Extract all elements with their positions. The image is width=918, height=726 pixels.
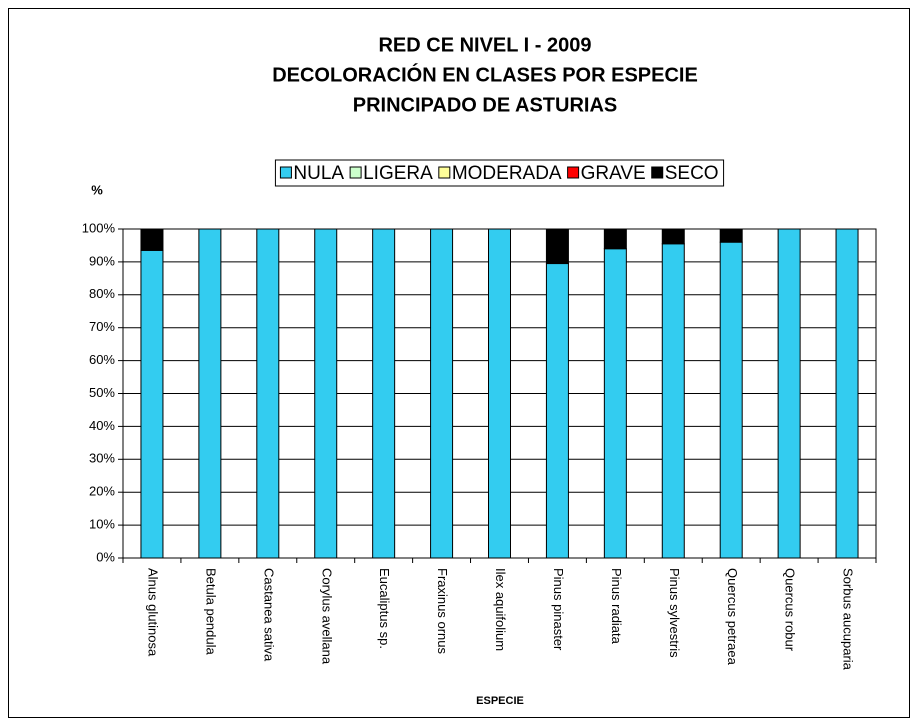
x-tick-label: Pinus sylvestris: [667, 568, 682, 658]
bar-segment: [314, 228, 338, 559]
legend-swatch: [349, 166, 362, 179]
y-axis-label: %: [91, 182, 103, 197]
y-tick-label: 0%: [96, 549, 115, 564]
y-tick-label: 70%: [89, 319, 115, 334]
x-tick-label: Betula pendula: [203, 568, 218, 656]
bar-segment: [835, 228, 859, 559]
legend: NULA LIGERA MODERADA GRAVE SECO: [274, 159, 725, 187]
bar-segment: [256, 228, 280, 559]
bar-segment: [777, 228, 801, 559]
y-tick-label: 80%: [89, 286, 115, 301]
y-tick-label: 100%: [82, 220, 116, 235]
chart-title: PRINCIPADO DE ASTURIAS: [353, 94, 617, 116]
legend-label: GRAVE: [581, 163, 646, 184]
bar-segment: [430, 228, 454, 559]
legend-swatch: [438, 166, 451, 179]
x-tick-label: Pinus pinaster: [551, 568, 566, 651]
y-tick-label: 90%: [89, 253, 115, 268]
y-tick-label: 50%: [89, 385, 115, 400]
legend-swatch: [567, 166, 580, 179]
x-tick-label: Pinus radiata: [609, 568, 624, 645]
y-tick-label: 40%: [89, 418, 115, 433]
bar-segment: [545, 263, 569, 559]
bar-segment: [719, 228, 743, 243]
x-tick-label: Quercus petraea: [725, 568, 740, 666]
bar-segment: [603, 248, 627, 559]
x-tick-label: Eucaliptus sp.: [377, 568, 392, 649]
x-tick-label: Sorbus aucuparia: [841, 568, 856, 671]
bar-segment: [661, 228, 685, 245]
bar-segment: [545, 228, 569, 265]
legend-label: SECO: [665, 163, 719, 184]
x-tick-label: Corylus avellana: [319, 568, 334, 665]
bar-segment: [140, 249, 164, 559]
x-tick-label: Quercus robur: [783, 568, 798, 652]
bar-segment: [661, 243, 685, 559]
bar-segment: [372, 228, 396, 559]
legend-swatch: [651, 166, 664, 179]
bar-segment: [603, 228, 627, 250]
legend-swatch: [279, 166, 292, 179]
legend-label: MODERADA: [452, 163, 562, 184]
y-tick-label: 30%: [89, 451, 115, 466]
bar-segment: [198, 228, 222, 559]
chart-title: RED CE NIVEL I - 2009: [378, 34, 591, 56]
x-tick-label: Ilex aquifolium: [493, 568, 508, 651]
bar-segment: [140, 228, 164, 251]
y-tick-label: 20%: [89, 484, 115, 499]
x-axis-label: ESPECIE: [476, 695, 524, 707]
bar-segment: [719, 241, 743, 559]
y-tick-label: 60%: [89, 352, 115, 367]
legend-label: NULA: [293, 163, 344, 184]
x-tick-label: Castanea sativa: [261, 568, 276, 662]
x-tick-label: Alnus glutinosa: [146, 568, 161, 657]
bar-segment: [488, 228, 511, 559]
legend-label: LIGERA: [363, 163, 433, 184]
chart-title: DECOLORACIÓN EN CLASES POR ESPECIE: [272, 62, 698, 86]
plot-border: [122, 228, 877, 559]
x-tick-label: Fraxinus ornus: [435, 568, 450, 654]
y-tick-label: 10%: [89, 517, 115, 532]
